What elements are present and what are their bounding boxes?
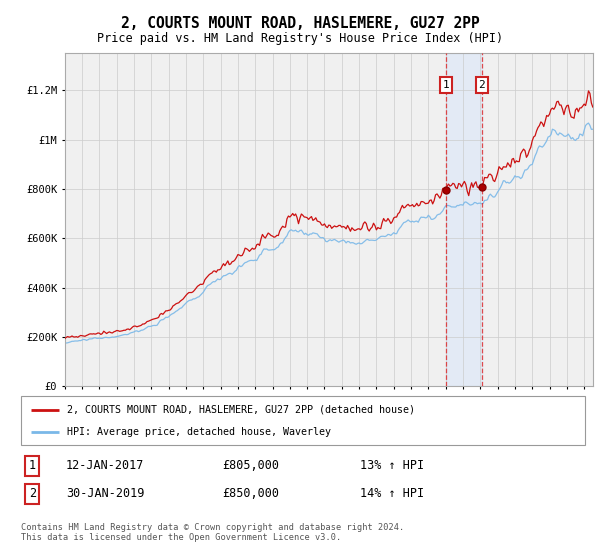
Text: Price paid vs. HM Land Registry's House Price Index (HPI): Price paid vs. HM Land Registry's House … [97, 32, 503, 45]
Text: 13% ↑ HPI: 13% ↑ HPI [360, 459, 424, 473]
Text: 2: 2 [478, 80, 485, 90]
Text: Contains HM Land Registry data © Crown copyright and database right 2024.
This d: Contains HM Land Registry data © Crown c… [21, 523, 404, 543]
Text: 14% ↑ HPI: 14% ↑ HPI [360, 487, 424, 501]
Text: 1: 1 [443, 80, 450, 90]
Text: 30-JAN-2019: 30-JAN-2019 [66, 487, 145, 501]
Text: 1: 1 [29, 459, 36, 473]
Text: 2: 2 [29, 487, 36, 501]
Bar [446, 53, 482, 386]
Text: £850,000: £850,000 [222, 487, 279, 501]
Text: 2, COURTS MOUNT ROAD, HASLEMERE, GU27 2PP (detached house): 2, COURTS MOUNT ROAD, HASLEMERE, GU27 2P… [67, 405, 415, 415]
Text: £805,000: £805,000 [222, 459, 279, 473]
Text: 12-JAN-2017: 12-JAN-2017 [66, 459, 145, 473]
Text: 2, COURTS MOUNT ROAD, HASLEMERE, GU27 2PP: 2, COURTS MOUNT ROAD, HASLEMERE, GU27 2P… [121, 16, 479, 31]
Text: HPI: Average price, detached house, Waverley: HPI: Average price, detached house, Wave… [67, 427, 331, 437]
